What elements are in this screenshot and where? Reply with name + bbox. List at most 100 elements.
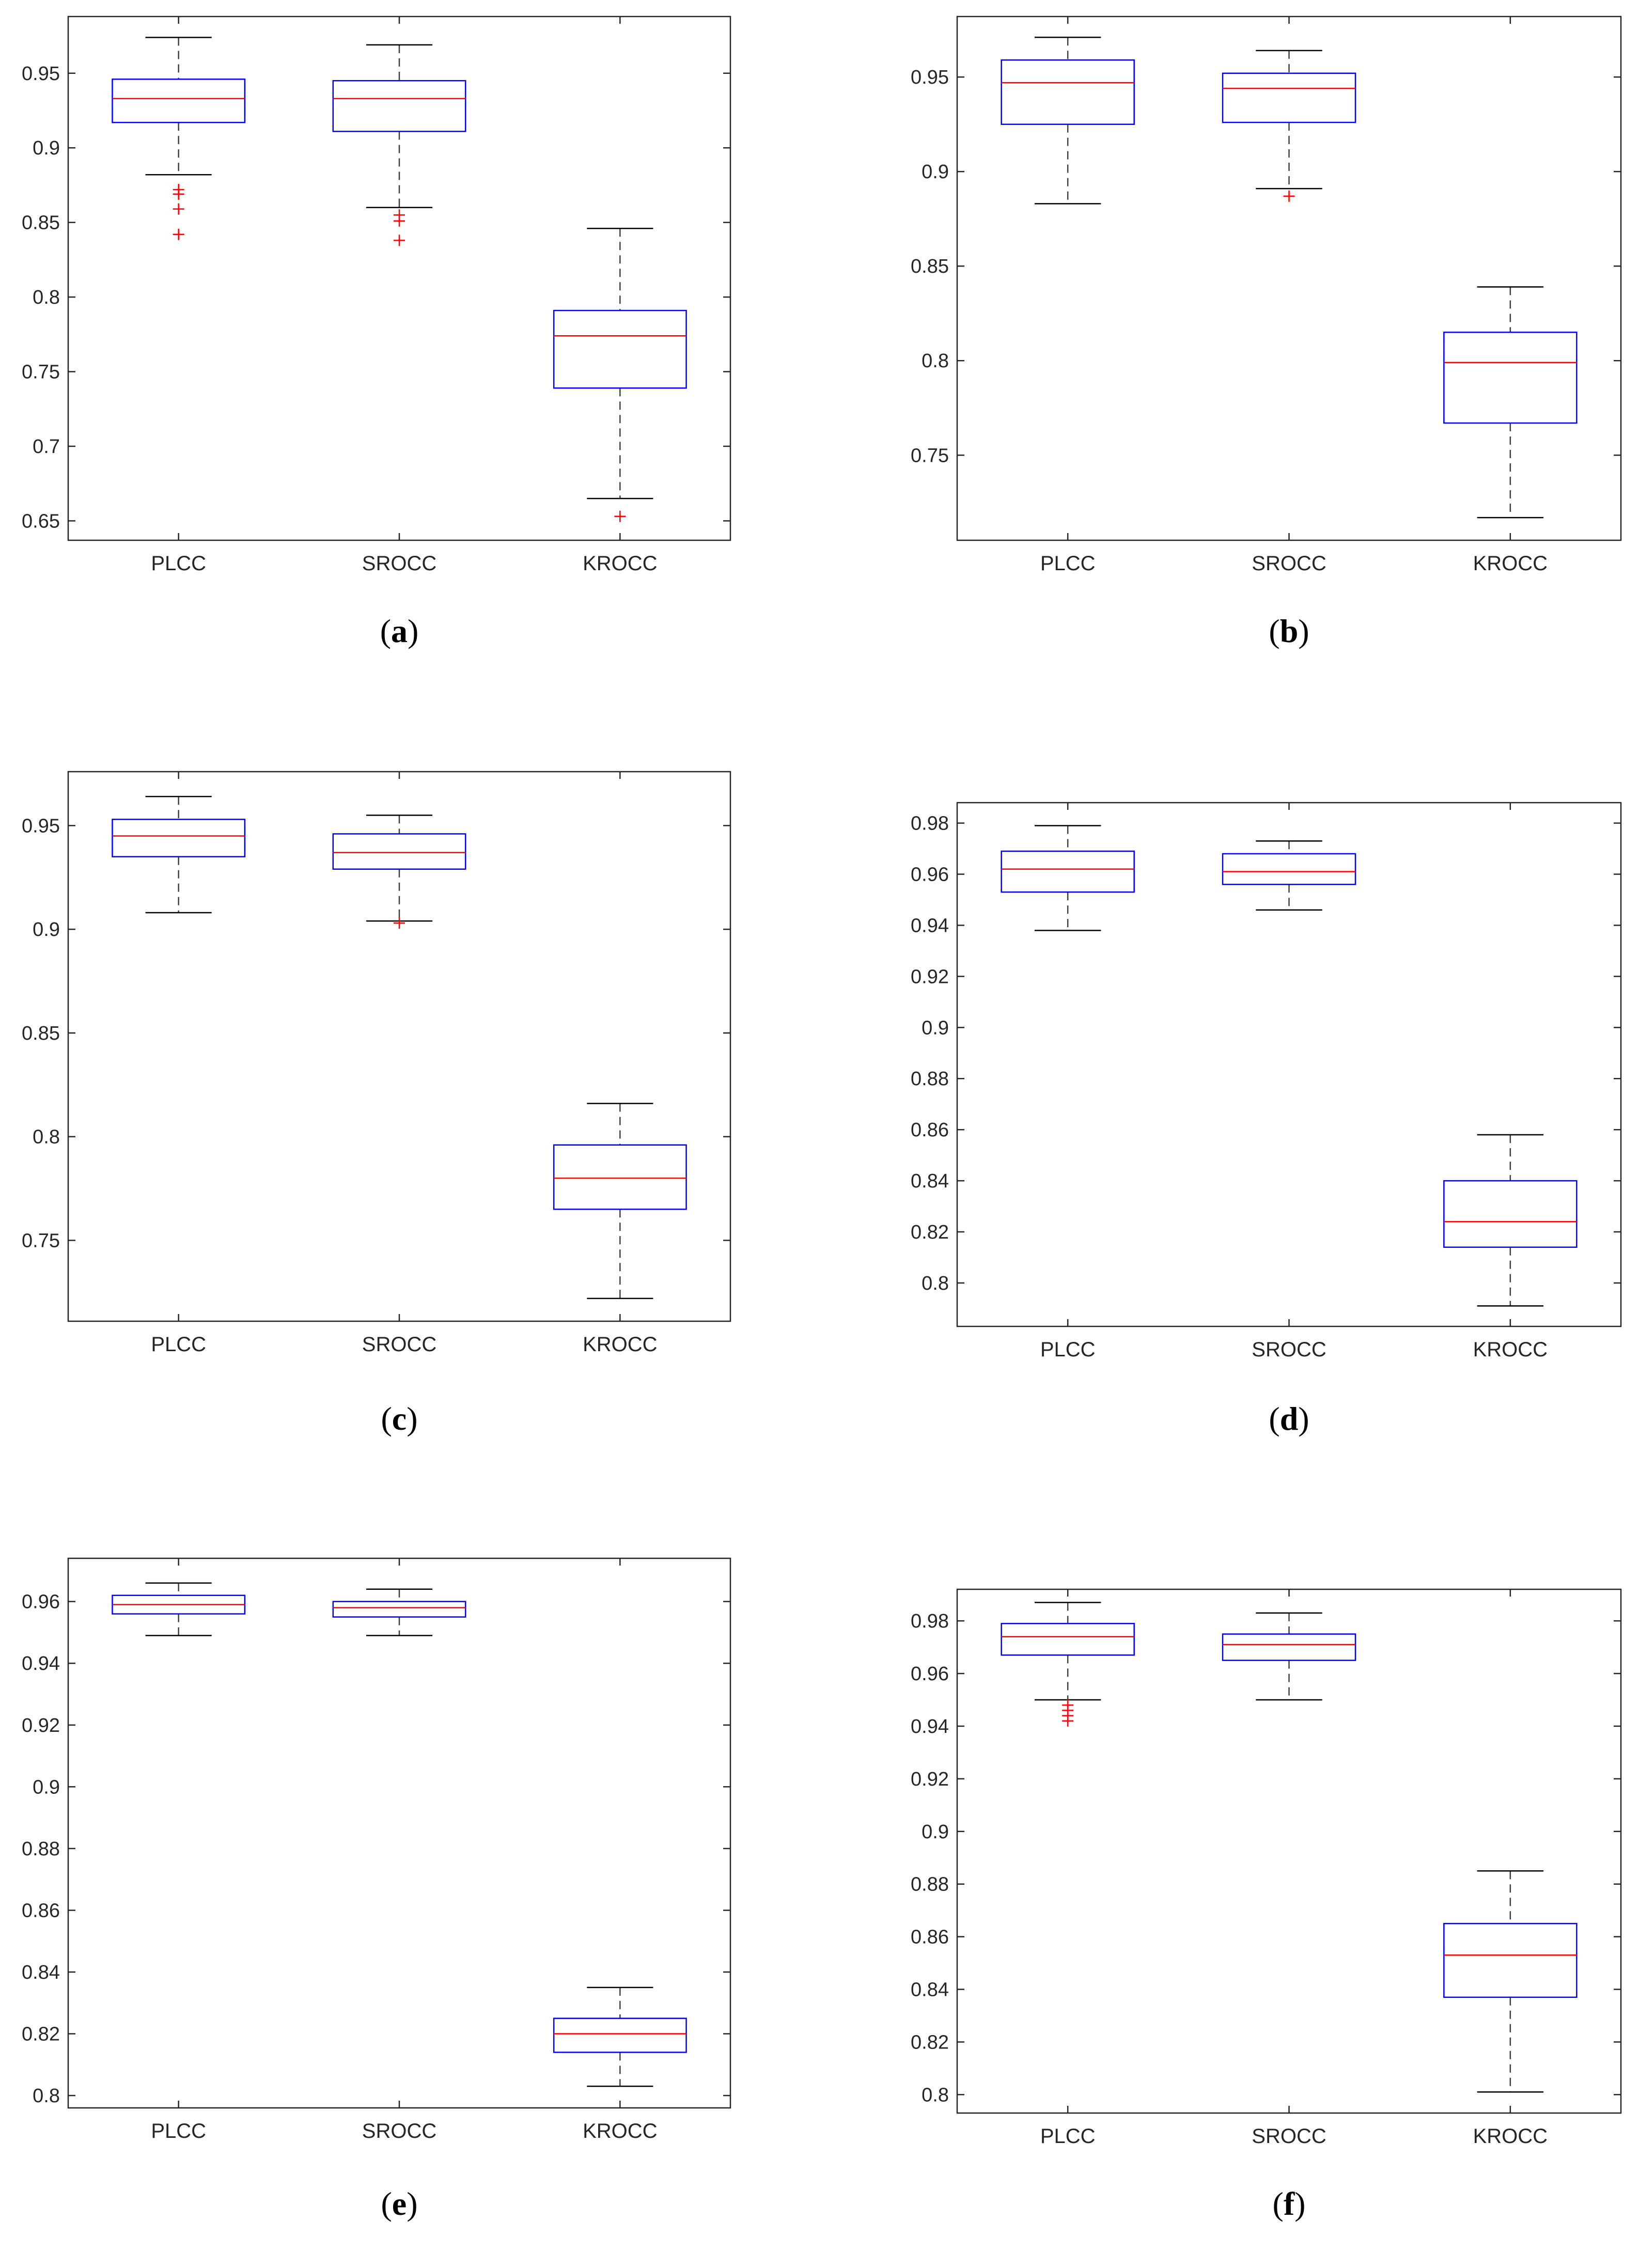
iqr-box: [112, 819, 246, 857]
x-category-label: PLCC: [151, 2120, 206, 2142]
x-category-label: PLCC: [151, 552, 206, 575]
panel-label: d: [1279, 1400, 1299, 1437]
iqr-box: [332, 1601, 466, 1618]
y-tick-label: 0.95: [22, 63, 60, 85]
x-category-label: KROCC: [583, 2120, 657, 2142]
panel-label: c: [392, 1400, 407, 1437]
y-tick-label: 0.96: [911, 864, 949, 885]
panel-label: e: [392, 2185, 407, 2222]
iqr-box: [553, 2017, 687, 2053]
plot-frame: [67, 771, 731, 1322]
y-tick-label: 0.75: [911, 445, 949, 466]
iqr-box: [1222, 1633, 1356, 1661]
panel-caption: (e): [381, 2185, 418, 2222]
x-category-label: PLCC: [1040, 2125, 1096, 2148]
y-tick-label: 0.95: [911, 67, 949, 88]
x-category-label: SROCC: [1252, 1338, 1326, 1361]
y-tick-label: 0.65: [22, 510, 60, 532]
box-plcc: [112, 795, 246, 914]
y-tick-label: 0.82: [911, 1222, 949, 1243]
panel-label: a: [391, 613, 408, 649]
x-category-label: PLCC: [151, 1333, 206, 1356]
outlier-marker: [614, 510, 626, 522]
y-tick-label: 0.75: [22, 1230, 60, 1252]
y-tick-label: 0.94: [22, 1653, 60, 1675]
panel-caption: (b): [1269, 613, 1309, 649]
y-tick-label: 0.88: [911, 1068, 949, 1090]
iqr-box: [1001, 59, 1135, 125]
x-category-label: SROCC: [1252, 552, 1326, 575]
y-tick-label: 0.98: [911, 1610, 949, 1632]
boxplot-chart-b: 0.75 0.8 0.85 0.9 0.95 PLCC SROCC KROCC: [911, 15, 1622, 575]
y-tick-label: 0.92: [911, 966, 949, 988]
iqr-box: [1222, 72, 1356, 123]
y-tick-label: 0.85: [22, 1023, 60, 1044]
outlier-marker: [173, 184, 184, 196]
y-tick-label: 0.82: [22, 2024, 60, 2045]
plot-frame: [67, 1557, 731, 2109]
box-krocc: [1443, 1870, 1578, 2093]
boxplot-chart-c: 0.75 0.8 0.85 0.9 0.95 PLCC SROCC KROCC: [22, 771, 731, 1356]
box-plcc: [112, 1582, 246, 1636]
panel-caption: (c): [381, 1400, 418, 1437]
box-plcc: [112, 37, 246, 240]
y-tick-label: 0.98: [911, 813, 949, 835]
y-tick-label: 0.8: [922, 2084, 949, 2106]
y-tick-label: 0.7: [33, 436, 60, 458]
y-tick-label: 0.8: [33, 287, 60, 308]
iqr-box: [1443, 1180, 1578, 1248]
boxplot-chart-f: 0.8 0.82 0.84 0.86 0.88 0.9 0.92 0.94 0.96 0.98 PL…: [911, 1588, 1622, 2148]
box-plcc: [1001, 37, 1135, 205]
outlier-marker: [173, 228, 184, 240]
box-krocc: [553, 227, 687, 522]
y-tick-label: 0.86: [911, 1927, 949, 1948]
panel-label: f: [1283, 2185, 1295, 2222]
y-tick-label: 0.9: [922, 161, 949, 183]
iqr-box: [1001, 1622, 1135, 1656]
box-srocc: [1222, 1612, 1356, 1701]
iqr-box: [1443, 332, 1578, 424]
outlier-marker: [394, 917, 405, 929]
box-krocc: [553, 1103, 687, 1300]
panel-caption: (f): [1272, 2185, 1306, 2222]
y-tick-label: 0.84: [911, 1170, 949, 1192]
iqr-box: [332, 833, 466, 870]
iqr-box: [1443, 1922, 1578, 1998]
box-plcc: [1001, 1602, 1135, 1727]
box-srocc: [332, 44, 466, 246]
boxplot-chart-d: 0.8 0.82 0.84 0.86 0.88 0.9 0.92 0.94 0.96 0.98 PL…: [911, 802, 1622, 1361]
boxplot-chart-e: 0.8 0.82 0.84 0.86 0.88 0.9 0.92 0.94 0.96 PLCC SR…: [22, 1557, 731, 2142]
iqr-box: [553, 309, 687, 389]
y-tick-label: 0.92: [911, 1769, 949, 1790]
y-tick-label: 0.86: [22, 1900, 60, 1921]
y-tick-label: 0.94: [911, 1716, 949, 1738]
y-tick-label: 0.96: [22, 1591, 60, 1613]
y-tick-label: 0.85: [22, 212, 60, 234]
y-tick-label: 0.9: [33, 919, 60, 941]
y-tick-label: 0.8: [922, 350, 949, 372]
y-tick-label: 0.75: [22, 362, 60, 383]
x-category-label: KROCC: [583, 552, 657, 575]
panel-caption: (d): [1269, 1400, 1309, 1437]
outlier-marker: [394, 209, 405, 221]
y-tick-label: 0.88: [911, 1874, 949, 1896]
y-tick-label: 0.84: [22, 1962, 60, 1983]
box-krocc: [553, 1987, 687, 2087]
iqr-box: [1001, 850, 1135, 893]
y-tick-label: 0.88: [22, 1838, 60, 1860]
x-category-label: KROCC: [583, 1333, 657, 1356]
y-tick-label: 0.8: [922, 1273, 949, 1294]
iqr-box: [112, 79, 246, 123]
x-category-label: PLCC: [1040, 552, 1096, 575]
y-tick-label: 0.85: [911, 256, 949, 277]
y-tick-label: 0.9: [922, 1017, 949, 1039]
x-category-label: SROCC: [362, 552, 436, 575]
y-tick-label: 0.94: [911, 915, 949, 936]
box-plcc: [1001, 825, 1135, 931]
outlier-marker: [394, 234, 405, 246]
box-srocc: [332, 1588, 466, 1636]
box-krocc: [1443, 286, 1578, 519]
box-srocc: [1222, 50, 1356, 202]
y-tick-label: 0.96: [911, 1663, 949, 1685]
